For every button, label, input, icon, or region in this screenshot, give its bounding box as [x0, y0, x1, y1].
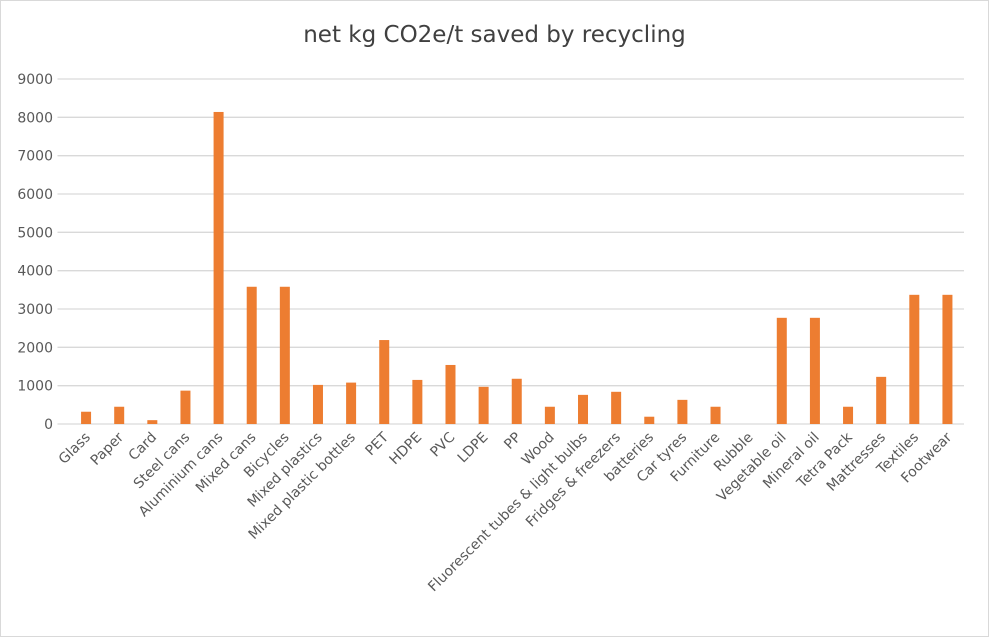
- bar-wood: [544, 406, 555, 424]
- bar-mineral-oil: [809, 317, 820, 424]
- y-tick-label: 3000: [17, 302, 53, 318]
- x-tick-label: Glass: [56, 430, 94, 468]
- chart-title: net kg CO2e/t saved by recycling: [303, 22, 686, 48]
- bar-tetra-pack: [843, 406, 854, 424]
- bar-footwear: [942, 294, 953, 424]
- bar-aluminium-cans: [213, 111, 224, 424]
- bar-vegetable-oil: [776, 317, 787, 424]
- y-tick-label: 7000: [17, 149, 53, 165]
- bar-pp: [511, 378, 522, 424]
- bar-car-tyres: [677, 399, 688, 424]
- bar-batteries: [644, 416, 655, 424]
- y-tick-label: 5000: [17, 225, 53, 241]
- x-tick-label: LDPE: [455, 430, 492, 467]
- bar-hdpe: [412, 379, 423, 424]
- x-tick-label: Paper: [88, 429, 128, 469]
- bar-mixed-plastic-bottles: [346, 382, 357, 424]
- y-tick-label: 8000: [17, 110, 53, 126]
- bar-pet: [379, 340, 390, 424]
- bar-furniture: [710, 406, 721, 424]
- y-tick-label: 6000: [17, 187, 53, 203]
- bar-fridges-freezers: [611, 391, 622, 424]
- bar-textiles: [909, 294, 920, 424]
- x-tick-label: Fluorescent tubes & light bulbs: [425, 430, 591, 596]
- y-tick-label: 1000: [17, 379, 53, 395]
- y-tick-label: 2000: [17, 340, 53, 356]
- bar-steel-cans: [180, 390, 191, 424]
- bar-mattresses: [876, 376, 887, 424]
- x-tick-label: HDPE: [387, 430, 426, 469]
- bar-mixed-cans: [246, 286, 257, 424]
- bar-bicycles: [279, 286, 290, 424]
- y-tick-label: 4000: [17, 264, 53, 280]
- x-tick-label: PVC: [427, 429, 458, 460]
- bar-glass: [81, 411, 92, 424]
- y-tick-label: 9000: [17, 72, 53, 88]
- bar-card: [147, 420, 158, 424]
- y-tick-label: 0: [44, 417, 53, 433]
- x-tick-label: PP: [501, 430, 524, 453]
- bar-ldpe: [478, 386, 489, 424]
- bar-fluorescent-tubes-light-bulbs: [578, 394, 589, 424]
- bar-paper: [114, 406, 125, 424]
- bar-pvc: [445, 364, 456, 424]
- bar-mixed-plastics: [312, 384, 323, 424]
